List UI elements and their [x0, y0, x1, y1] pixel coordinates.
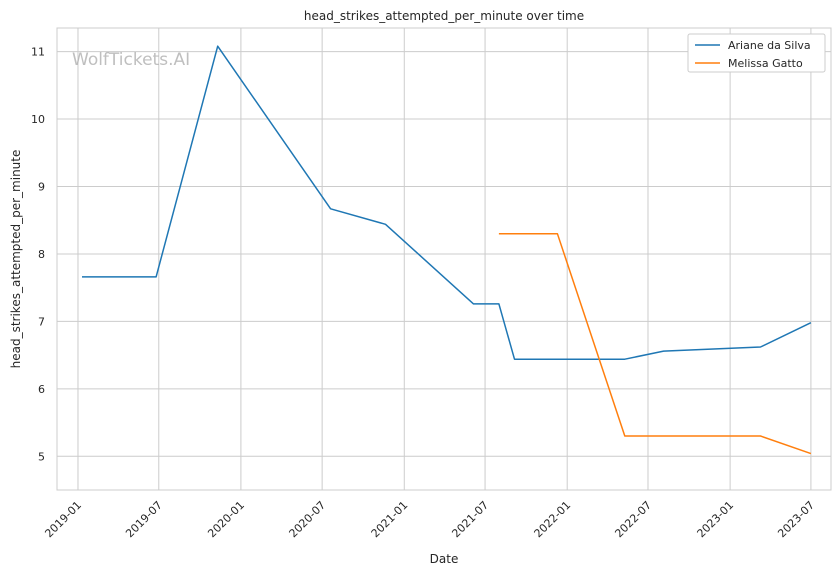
x-tick-label: 2019-07 [123, 499, 165, 541]
plot-area [56, 27, 832, 491]
y-tick-label: 9 [38, 180, 45, 193]
y-tick-label: 8 [38, 248, 45, 261]
y-tick-label: 5 [38, 450, 45, 463]
chart-title: head_strikes_attempted_per_minute over t… [304, 9, 584, 23]
x-tick-label: 2019-01 [42, 499, 84, 541]
x-tick-label: 2023-01 [695, 499, 737, 541]
watermark: WolfTickets.AI [72, 50, 190, 70]
series-line-ariane-da-silva [82, 45, 812, 360]
x-tick-label: 2021-07 [449, 499, 491, 541]
x-tick-label: 2021-01 [369, 499, 411, 541]
x-tick-label: 2020-07 [287, 499, 329, 541]
y-tick-label: 6 [38, 383, 45, 396]
series-line-melissa-gatto [498, 232, 812, 455]
legend: Ariane da Silva Melissa Gatto [687, 33, 826, 73]
y-axis-title: head_strikes_attempted_per_minute [9, 150, 23, 369]
grid [57, 28, 831, 490]
x-tick-label: 2022-07 [612, 499, 654, 541]
x-tick-label: 2023-07 [775, 499, 817, 541]
y-tick-label: 7 [38, 315, 45, 328]
legend-label-melissa: Melissa Gatto [728, 57, 803, 70]
x-axis-title: Date [430, 552, 459, 566]
legend-label-ariane: Ariane da Silva [728, 39, 811, 52]
tick-labels: 5 6 7 8 9 10 11 2019-01 2019-07 2020-01 2020-07 202… [31, 46, 817, 541]
y-tick-label: 10 [31, 113, 45, 126]
y-tick-label: 11 [31, 46, 45, 59]
x-tick-label: 2020-01 [205, 499, 247, 541]
x-tick-label: 2022-01 [532, 499, 574, 541]
series-layer [82, 45, 812, 455]
legend-box [687, 33, 826, 73]
